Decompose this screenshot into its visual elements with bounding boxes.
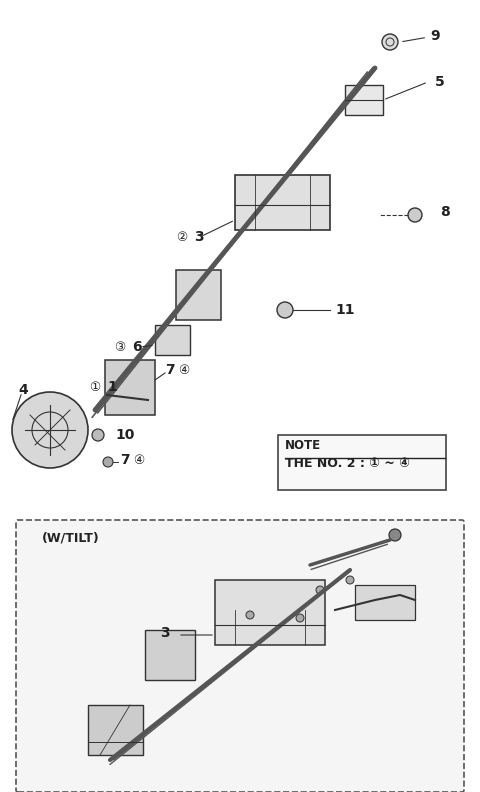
Text: 7: 7 bbox=[120, 453, 130, 467]
Circle shape bbox=[277, 302, 293, 318]
Text: ①: ① bbox=[89, 380, 101, 394]
Circle shape bbox=[346, 576, 354, 584]
Text: 11: 11 bbox=[335, 303, 355, 317]
Text: NOTE: NOTE bbox=[285, 439, 321, 452]
Text: THE NO. 2 : ① ~ ④: THE NO. 2 : ① ~ ④ bbox=[285, 457, 410, 470]
Circle shape bbox=[103, 457, 113, 467]
Circle shape bbox=[382, 34, 398, 50]
Text: ④: ④ bbox=[133, 454, 144, 466]
FancyBboxPatch shape bbox=[88, 705, 143, 755]
Text: ③: ③ bbox=[114, 341, 126, 353]
Text: 10: 10 bbox=[115, 428, 134, 442]
Text: 3: 3 bbox=[160, 626, 169, 640]
Text: 8: 8 bbox=[440, 205, 450, 219]
Text: 6: 6 bbox=[132, 340, 142, 354]
Circle shape bbox=[296, 614, 304, 622]
Circle shape bbox=[316, 586, 324, 594]
Text: 1: 1 bbox=[107, 380, 117, 394]
Circle shape bbox=[408, 208, 422, 222]
Circle shape bbox=[12, 392, 88, 468]
FancyBboxPatch shape bbox=[355, 585, 415, 620]
Text: (W/TILT): (W/TILT) bbox=[42, 531, 100, 545]
FancyBboxPatch shape bbox=[105, 360, 155, 415]
FancyBboxPatch shape bbox=[215, 580, 325, 645]
Text: 3: 3 bbox=[194, 230, 204, 244]
Text: 5: 5 bbox=[435, 75, 445, 89]
FancyBboxPatch shape bbox=[16, 520, 464, 792]
Text: 9: 9 bbox=[403, 29, 440, 43]
Circle shape bbox=[92, 429, 104, 441]
FancyBboxPatch shape bbox=[155, 325, 190, 355]
FancyBboxPatch shape bbox=[235, 175, 330, 230]
Text: 4: 4 bbox=[18, 383, 28, 397]
FancyBboxPatch shape bbox=[176, 270, 221, 320]
Circle shape bbox=[389, 529, 401, 541]
FancyBboxPatch shape bbox=[278, 435, 446, 490]
Text: 7: 7 bbox=[165, 363, 175, 377]
FancyBboxPatch shape bbox=[145, 630, 195, 680]
Text: ④: ④ bbox=[178, 364, 189, 376]
Text: ②: ② bbox=[176, 230, 188, 243]
Circle shape bbox=[246, 611, 254, 619]
FancyBboxPatch shape bbox=[345, 85, 383, 115]
